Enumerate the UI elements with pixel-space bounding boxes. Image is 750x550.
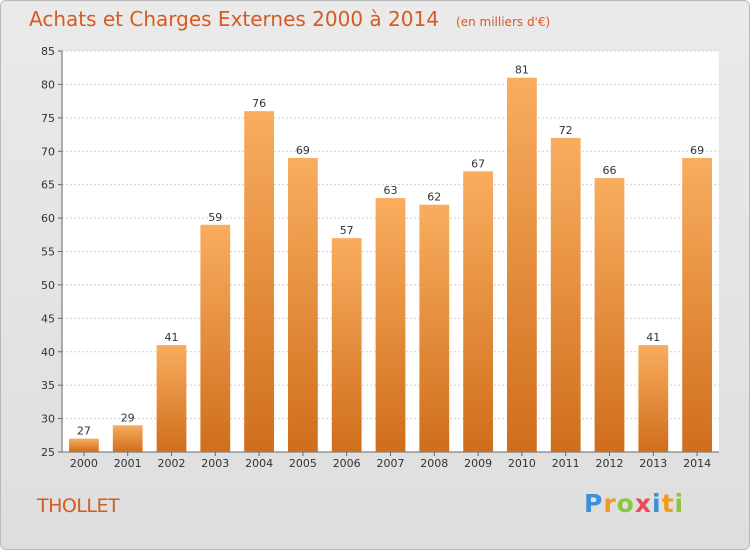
bar (244, 111, 274, 453)
data-label: 62 (427, 191, 441, 204)
x-tick-label: 2007 (377, 457, 405, 470)
chart-title: Achats et Charges Externes 2000 à 2014 (29, 7, 439, 31)
x-tick-label: 2012 (596, 457, 624, 470)
chart-subtitle: (en milliers d'€) (456, 15, 551, 29)
title-row: Achats et Charges Externes 2000 à 2014 (… (29, 7, 550, 31)
bar (550, 137, 581, 452)
y-tick-label: 70 (41, 145, 55, 158)
data-label: 72 (559, 124, 573, 137)
data-label: 41 (165, 331, 179, 344)
data-label: 66 (603, 164, 617, 177)
bar (507, 77, 537, 452)
data-label: 57 (340, 224, 354, 237)
x-tick-label: 2008 (420, 457, 448, 470)
x-tick-label: 2011 (552, 457, 580, 470)
bar (69, 438, 99, 452)
x-tick-label: 2010 (508, 457, 536, 470)
y-tick-label: 75 (41, 112, 55, 125)
data-label: 69 (296, 144, 310, 157)
logo-letter: P (584, 489, 604, 518)
logo-letter: t (661, 489, 675, 518)
y-tick-label: 40 (41, 346, 55, 359)
data-label: 27 (77, 425, 91, 438)
x-tick-label: 2001 (114, 457, 142, 470)
y-tick-label: 25 (41, 446, 55, 459)
y-tick-label: 55 (41, 246, 55, 259)
bar (288, 157, 318, 452)
y-tick-label: 30 (41, 413, 55, 426)
y-tick-label: 65 (41, 179, 55, 192)
logo-letter: x (634, 489, 652, 518)
x-tick-label: 2000 (70, 457, 98, 470)
x-tick-label: 2004 (245, 457, 273, 470)
bar (682, 157, 712, 452)
proxiti-logo: Proxiti (584, 489, 684, 518)
data-label: 69 (690, 144, 704, 157)
bar (638, 345, 669, 452)
x-tick-label: 2003 (201, 457, 229, 470)
bar (419, 204, 450, 452)
bar (331, 238, 362, 452)
logo-letter: r (603, 489, 617, 518)
data-label: 76 (252, 97, 266, 110)
x-tick-label: 2013 (639, 457, 667, 470)
data-label: 63 (384, 184, 398, 197)
bar (200, 224, 231, 452)
data-label: 81 (515, 64, 529, 77)
y-tick-label: 50 (41, 279, 55, 292)
bar (156, 345, 187, 452)
logo-letter: i (674, 489, 685, 518)
data-label: 59 (208, 211, 222, 224)
bar (375, 198, 406, 452)
bar (112, 425, 143, 452)
logo-letter: o (616, 489, 635, 518)
commune-name: THOLLET (37, 495, 120, 517)
bar (463, 171, 493, 453)
data-label: 29 (121, 411, 135, 424)
y-tick-label: 80 (41, 78, 55, 91)
bar (594, 177, 625, 452)
x-tick-label: 2006 (333, 457, 361, 470)
y-tick-label: 60 (41, 212, 55, 225)
x-tick-label: 2005 (289, 457, 317, 470)
data-label: 41 (646, 331, 660, 344)
y-tick-label: 85 (41, 45, 55, 58)
x-tick-label: 2009 (464, 457, 492, 470)
x-tick-label: 2002 (158, 457, 186, 470)
logo-letter: i (652, 489, 662, 518)
data-label: 67 (471, 157, 485, 170)
x-tick-label: 2014 (683, 457, 711, 470)
y-tick-label: 45 (41, 312, 55, 325)
y-tick-label: 35 (41, 379, 55, 392)
